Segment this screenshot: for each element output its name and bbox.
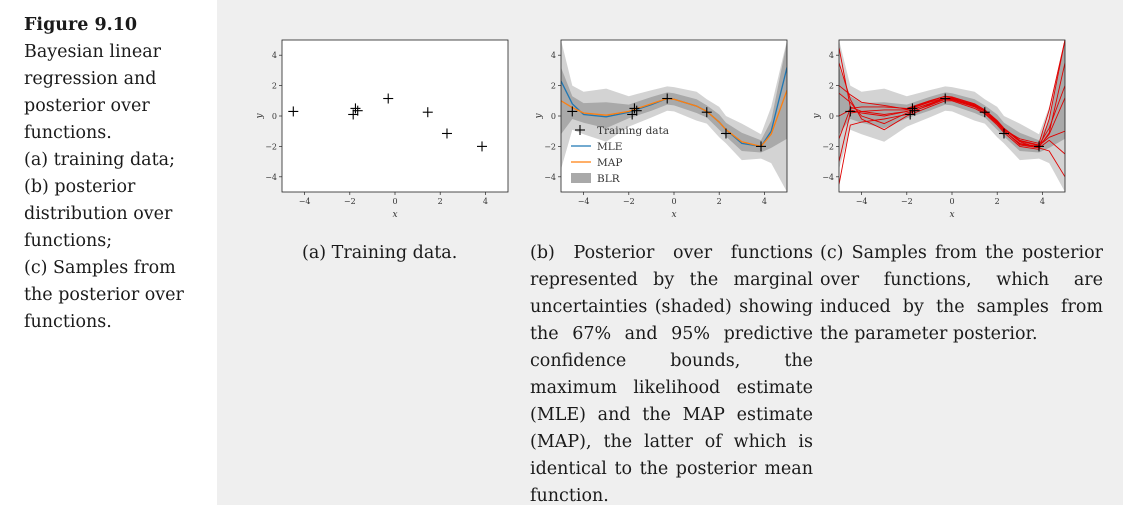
y-axis-label: y [255, 113, 265, 120]
legend-label: MAP [597, 157, 622, 169]
legend-marker-blr [571, 173, 591, 183]
plot-posterior-functions: Training data MLE MAP BLR −4 −2 0 2 4 −4 −2 0 2 4 x y [534, 39, 788, 220]
data-point [662, 93, 673, 104]
data-point [441, 128, 452, 139]
y-tick-label: −2 [822, 142, 834, 151]
figure-caption: Figure 9.10 Bayesian linear regression a… [24, 12, 214, 336]
x-tick-label: 0 [671, 197, 676, 206]
y-tick-label: 2 [551, 82, 556, 91]
caption-line: functions; [24, 231, 113, 251]
y-axis-label: y [534, 113, 544, 120]
caption-line: posterior over [24, 96, 150, 116]
data-point [477, 141, 488, 152]
plot-content [561, 40, 787, 192]
subcaption-c: (c) Samples from the posterior over func… [820, 243, 1103, 344]
legend-label: Training data [597, 125, 669, 137]
subcaption-a: (a) Training data. [302, 243, 458, 263]
y-tick-label: −4 [544, 173, 556, 182]
x-tick-label: 2 [717, 197, 722, 206]
x-tick-label: −4 [299, 197, 311, 206]
data-point [909, 105, 920, 116]
caption-line: functions. [24, 312, 112, 332]
x-tick-label: 2 [438, 197, 443, 206]
sample-line [839, 85, 1065, 146]
y-tick-label: 4 [272, 51, 277, 60]
y-tick-label: −2 [544, 142, 556, 151]
map-line [561, 89, 787, 148]
data-point [629, 103, 640, 114]
y-tick-label: 0 [829, 112, 834, 121]
legend-label: BLR [597, 173, 621, 185]
caption-line: (c) Samples from [24, 258, 176, 278]
caption-line: distribution over [24, 204, 173, 224]
data-point [567, 106, 578, 117]
y-tick-label: −4 [822, 173, 834, 182]
data-point [701, 107, 712, 118]
caption-line: Bayesian linear [24, 42, 162, 62]
band-67 [561, 41, 787, 153]
sample-line [839, 40, 1065, 150]
sample-line [839, 85, 1065, 147]
y-axis-label: y [812, 113, 822, 120]
x-tick-label: −2 [344, 197, 356, 206]
x-tick-label: 4 [1040, 197, 1045, 206]
figure-number: Figure 9.10 [24, 15, 138, 35]
figure-panels: −4 −2 0 2 4 −4 −2 0 2 4 x y Training data MLE MAP BLR −… [217, 0, 1123, 506]
plot-content [288, 93, 488, 152]
caption-line: functions. [24, 123, 112, 143]
y-tick-label: 4 [829, 51, 834, 60]
x-axis-label: x [671, 210, 676, 220]
data-point [352, 105, 363, 116]
subcaption-b: (b) Posterior over functions represented… [530, 243, 813, 506]
x-tick-label: 4 [762, 197, 767, 206]
caption-line: (a) training data; [24, 150, 175, 170]
data-point [998, 128, 1009, 139]
x-tick-label: 4 [483, 197, 488, 206]
y-tick-label: 0 [551, 112, 556, 121]
plot-content [839, 40, 1065, 192]
caption-line: (b) posterior [24, 177, 136, 197]
legend: Training data MLE MAP BLR [571, 125, 669, 185]
sample-line [839, 62, 1065, 148]
caption-line: the posterior over [24, 285, 184, 305]
data-point [422, 107, 433, 118]
data-point [907, 103, 918, 114]
x-axis-label: x [949, 210, 954, 220]
data-point [350, 103, 361, 114]
y-tick-label: −4 [265, 173, 277, 182]
data-point [288, 106, 299, 117]
data-point [845, 106, 856, 117]
x-tick-label: −4 [578, 197, 590, 206]
x-tick-label: −4 [856, 197, 868, 206]
plot-posterior-samples: −4 −2 0 2 4 −4 −2 0 2 4 x y [812, 39, 1066, 220]
y-tick-label: 4 [551, 51, 556, 60]
y-tick-label: 0 [272, 112, 277, 121]
x-tick-label: 2 [995, 197, 1000, 206]
data-point [1034, 141, 1045, 152]
y-tick-label: −2 [265, 142, 277, 151]
x-tick-label: 0 [392, 197, 397, 206]
data-point [720, 128, 731, 139]
data-point [940, 93, 951, 104]
legend-label: MLE [597, 141, 622, 153]
data-point [631, 105, 642, 116]
x-tick-label: 0 [949, 197, 954, 206]
figure-sidebar: Figure 9.10 Bayesian linear regression a… [0, 0, 217, 505]
data-point [979, 107, 990, 118]
x-tick-label: −2 [901, 197, 913, 206]
plot-training-data: −4 −2 0 2 4 −4 −2 0 2 4 x y [255, 39, 509, 220]
y-tick-label: 2 [272, 82, 277, 91]
x-tick-label: −2 [623, 197, 635, 206]
plot-background [282, 40, 508, 192]
x-axis-label: x [392, 210, 397, 220]
data-point [756, 141, 767, 152]
caption-line: regression and [24, 69, 157, 89]
y-tick-label: 2 [829, 82, 834, 91]
data-point [383, 93, 394, 104]
